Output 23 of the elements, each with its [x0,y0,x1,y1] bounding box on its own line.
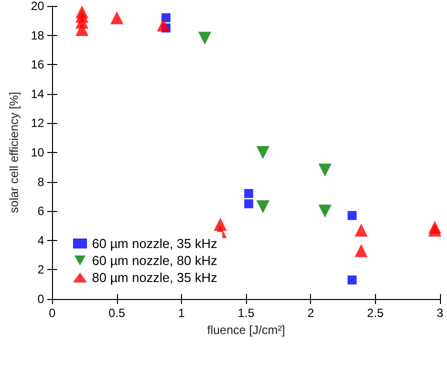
x-tick-label: 2.5 [367,306,384,320]
x-tick-label: 2 [307,306,314,320]
y-tick-label: 4 [38,233,45,248]
legend-label: 60 µm nozzle, 80 kHz [92,253,218,268]
y-tick-label: 20 [30,0,45,13]
x-tick-label: 0.5 [108,306,126,320]
y-tick-label: 2 [38,262,45,277]
x-tick-label: 3 [436,306,444,320]
x-tick-label: 0 [48,306,56,320]
y-tick-label: 6 [38,204,45,218]
y-tick-label: 8 [38,174,45,189]
x-axis-title: fluence [J/cm²] [207,323,286,337]
x-tick-label: 1 [178,306,186,320]
y-tick-label: 14 [30,86,45,101]
legend-label: 60 µm nozzle, 35 kHz [92,236,218,251]
x-tick-label: 1.5 [238,306,255,320]
y-tick-label: 10 [30,146,45,160]
y-tick-label: 16 [30,58,45,72]
y-axis-title: solar cell efficiency [%] [7,92,21,214]
y-tick-label: 0 [38,292,45,306]
y-tick-label: 12 [30,116,45,130]
legend-label: 80 µm nozzle, 35 kHz [92,270,218,285]
y-tick-label: 18 [30,28,45,42]
